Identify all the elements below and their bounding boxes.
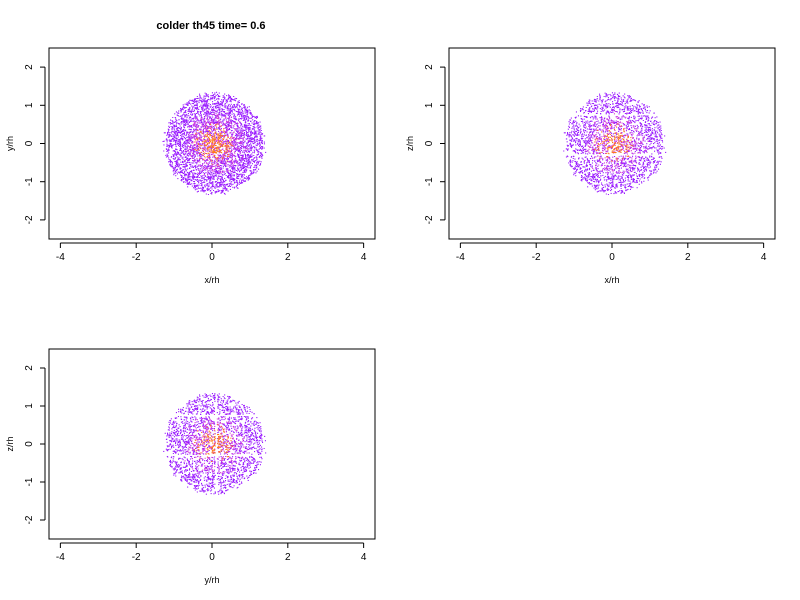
x-tick-label: 2	[285, 552, 291, 563]
panel-top-left: -4 -2 0 2 4 x/rh -2 -1 0 1 2 y/rh	[5, 47, 376, 285]
y-tick-label: 2	[24, 64, 35, 70]
y-tick-label: 1	[424, 102, 435, 108]
y-tick-label: 2	[424, 64, 435, 70]
y-tick-label: -2	[24, 515, 35, 524]
y-axis: -2 -1 0 1 2 y/rh	[5, 64, 46, 224]
y-tick-label: -1	[24, 177, 35, 186]
figure-title: colder th45 time= 0.6	[156, 20, 265, 32]
panel-top-right: -4 -2 0 2 4 x/rh -2 -1 0 1 2 z/rh	[405, 47, 776, 285]
y-tick-label: -1	[24, 477, 35, 486]
panels: -4 -2 0 2 4 x/rh -2 -1 0 1 2 y/rh -4 -2 0 2 4 x/rh -2 -1 0 1 2…	[5, 47, 776, 585]
y-tick-label: 1	[24, 102, 35, 108]
x-tick-label: -4	[56, 252, 65, 263]
scatter-points	[162, 91, 267, 196]
y-axis-label: y/rh	[5, 136, 15, 151]
x-tick-label: -2	[132, 552, 141, 563]
points-high-density	[194, 424, 234, 463]
x-tick-label: -2	[532, 252, 541, 263]
y-tick-label: 0	[424, 140, 435, 146]
y-tick-label: 0	[24, 140, 35, 146]
x-tick-label: 2	[685, 252, 691, 263]
scatter-points	[163, 393, 267, 495]
plot-frame	[48, 47, 376, 240]
x-axis-label: y/rh	[204, 575, 219, 585]
plot-frame	[48, 348, 376, 540]
x-axis: -4 -2 0 2 4 x/rh	[456, 242, 767, 285]
x-tick-label: 4	[761, 252, 767, 263]
y-axis-label: z/rh	[5, 436, 15, 451]
x-tick-label: 0	[209, 552, 215, 563]
x-tick-label: -4	[56, 552, 65, 563]
scatter-points	[563, 92, 667, 196]
points-high-density	[594, 123, 634, 162]
x-axis: -4 -2 0 2 4 y/rh	[56, 542, 367, 585]
y-tick-label: -2	[424, 215, 435, 224]
x-axis-label: x/rh	[204, 275, 219, 285]
x-tick-label: -4	[456, 252, 465, 263]
plot-frame	[448, 47, 776, 240]
y-axis-label: z/rh	[405, 136, 415, 151]
x-axis-label: x/rh	[604, 275, 619, 285]
points-mid-density	[184, 410, 249, 475]
y-tick-label: 1	[24, 403, 35, 409]
x-tick-label: 0	[609, 252, 615, 263]
x-axis: -4 -2 0 2 4 x/rh	[56, 242, 367, 285]
y-tick-label: -2	[24, 215, 35, 224]
x-tick-label: -2	[132, 252, 141, 263]
points-high-density	[194, 123, 234, 166]
y-axis: -2 -1 0 1 2 z/rh	[5, 365, 46, 524]
y-tick-label: -1	[424, 177, 435, 186]
x-tick-label: 0	[209, 252, 215, 263]
y-tick-label: 0	[24, 441, 35, 447]
x-tick-label: 4	[361, 252, 367, 263]
y-tick-label: 2	[24, 365, 35, 371]
y-axis: -2 -1 0 1 2 z/rh	[405, 64, 446, 224]
x-tick-label: 2	[285, 252, 291, 263]
x-tick-label: 4	[361, 552, 367, 563]
panel-bottom-left: -4 -2 0 2 4 y/rh -2 -1 0 1 2 z/rh	[5, 348, 376, 585]
